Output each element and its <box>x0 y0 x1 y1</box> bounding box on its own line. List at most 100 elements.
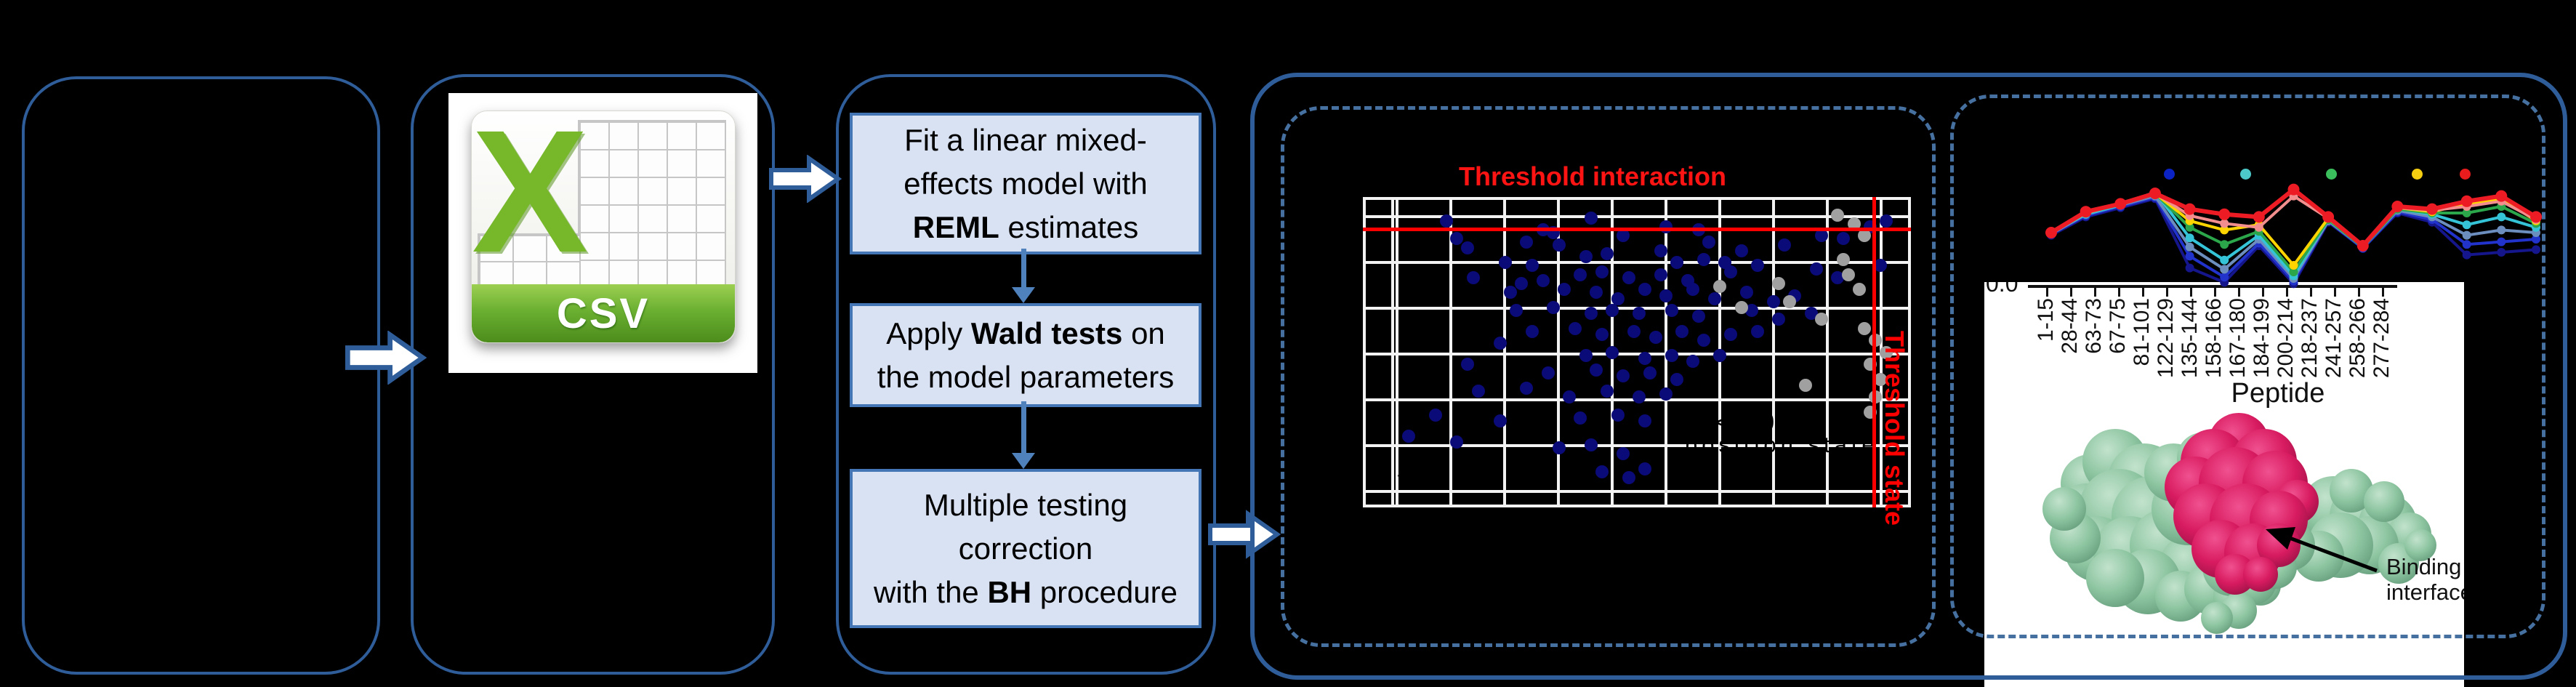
scatter-point <box>1627 324 1641 338</box>
scatter-point <box>1461 358 1475 371</box>
axis-tick <box>2262 288 2264 297</box>
axis-tick <box>2142 288 2144 297</box>
scatter-point <box>1852 283 1866 297</box>
threshold-line-horizontal <box>1363 228 1911 231</box>
axis-tick <box>2070 288 2072 297</box>
scatter-point <box>1638 283 1651 297</box>
pipeline-step-wald: Apply Wald tests on the model parameters <box>850 303 1202 407</box>
axis-tick <box>2214 288 2216 297</box>
pipeline-step-text: REML estimates <box>912 209 1139 244</box>
scatter-point <box>1691 310 1705 324</box>
scatter-point <box>1638 462 1651 475</box>
pipeline-step-reml: Fit a linear mixed-effects model with REM… <box>850 113 1202 254</box>
scatter-point <box>1493 337 1507 350</box>
scatter-point <box>1584 438 1598 452</box>
protein-structure-svg <box>2042 413 2436 634</box>
scatter-point <box>1702 235 1716 249</box>
peptide-tick-label: 158-166 <box>2202 298 2226 379</box>
line-marker <box>2080 206 2092 218</box>
scatter-point <box>1574 411 1587 425</box>
scatter-point <box>1654 268 1667 281</box>
axis-tick <box>2382 288 2384 297</box>
scatter-point <box>1815 313 1829 326</box>
pipeline-step-text: effects model with <box>903 166 1148 201</box>
csv-file-icon: X CSV <box>471 111 736 343</box>
obscured-text: -10 -5 0 <box>1397 462 1537 486</box>
line-marker <box>2287 183 2300 196</box>
scatter-point <box>1707 292 1721 305</box>
scatter-point <box>1493 414 1507 428</box>
scatter-point <box>1541 366 1555 380</box>
scatter-point <box>1504 286 1518 300</box>
line-marker <box>2426 203 2438 215</box>
scatter-point <box>1686 354 1700 368</box>
profile-white-panel: 0.0 1-15 28-44 63-73 67-75 81-101 122-129 135-… <box>1984 282 2464 687</box>
peptide-tick-label: 167-180 <box>2226 298 2250 379</box>
scatter-point <box>1568 321 1582 335</box>
scatter-point <box>1450 435 1464 449</box>
peptide-tick-label: 81-101 <box>2130 298 2154 366</box>
scatter-point <box>1777 238 1791 252</box>
scatter-point <box>1428 408 1442 422</box>
legend-dot-icon <box>2460 169 2471 180</box>
axis-tick <box>2358 288 2360 297</box>
scatter-point <box>1836 232 1850 246</box>
y-tick-label: 0.0 <box>1986 282 2018 297</box>
scatter-point <box>1654 244 1667 257</box>
peptide-tick-label: 200-214 <box>2274 298 2298 379</box>
scatter-point <box>1595 265 1609 278</box>
line-marker <box>2497 212 2506 222</box>
peptide-tick-label: 258-266 <box>2346 298 2370 379</box>
scatter-point <box>1804 307 1818 321</box>
line-marker <box>2183 203 2196 215</box>
line-marker <box>2462 220 2471 230</box>
csv-panel-box <box>411 74 775 675</box>
scatter-point <box>1509 304 1523 318</box>
spreadsheet-grid-icon <box>578 120 726 289</box>
scatter-point <box>1847 217 1861 230</box>
scatter-point <box>1606 345 1619 359</box>
axis-tick <box>2166 288 2168 297</box>
line-marker <box>2497 225 2506 235</box>
line-marker <box>2220 225 2229 235</box>
scatter-point <box>1675 324 1689 338</box>
scatter-point <box>1772 313 1786 326</box>
peptide-tick-label: 122-129 <box>2154 298 2178 379</box>
scatter-point <box>1617 369 1630 383</box>
scatter-point <box>1809 262 1823 276</box>
scatter-point <box>1579 250 1593 264</box>
scatter-point <box>1665 348 1678 362</box>
scatter-point <box>1601 246 1614 260</box>
scatter-point <box>1734 244 1748 257</box>
axis-tick <box>2238 288 2240 297</box>
scatter-point <box>1783 294 1797 308</box>
line-marker <box>2289 268 2298 276</box>
line-marker <box>2220 219 2229 228</box>
scatter-point <box>1815 229 1829 243</box>
scatter-point <box>1402 429 1416 443</box>
scatter-point <box>1552 238 1566 252</box>
peptide-tick-label: 135-144 <box>2178 298 2202 379</box>
axis-tick <box>2190 288 2192 297</box>
pipeline-step-text: Multiple testing <box>923 487 1128 522</box>
pipeline-step-text: Apply Wald tests on <box>886 316 1165 350</box>
scatter-point <box>1622 471 1635 485</box>
scatter-point <box>1858 229 1872 243</box>
line-marker <box>2497 237 2506 246</box>
line-marker <box>2462 250 2471 260</box>
down-arrow-icon <box>1012 401 1036 469</box>
scatter-point <box>1831 270 1845 284</box>
scatter-point <box>1879 345 1893 359</box>
axis-tick <box>2310 288 2312 297</box>
pipeline-step-text: the model parameters <box>877 359 1175 394</box>
scatter-point <box>1574 268 1587 281</box>
line-marker <box>2530 211 2542 223</box>
scatter-point <box>1558 283 1571 297</box>
scatter-point <box>1552 441 1566 455</box>
scatter-point <box>1590 363 1603 377</box>
scatter-point <box>1633 307 1646 321</box>
peptide-tick-label: 241-257 <box>2322 298 2346 379</box>
scatter-point <box>1439 214 1453 228</box>
line-marker <box>2185 222 2194 232</box>
spreadsheet-grid-small-icon <box>478 233 581 289</box>
